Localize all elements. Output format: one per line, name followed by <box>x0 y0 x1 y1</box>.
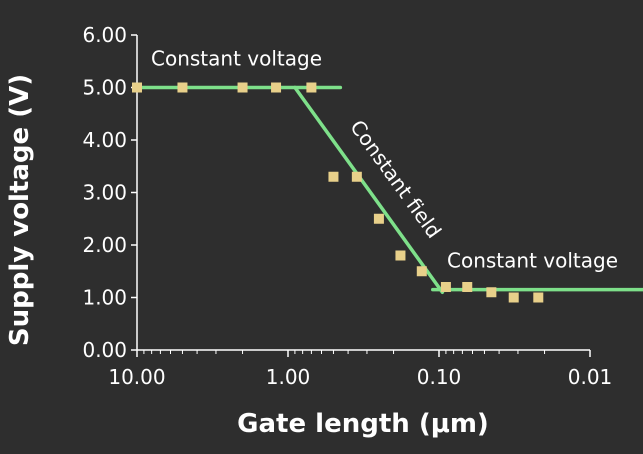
data-point <box>271 82 282 93</box>
data-point <box>486 287 497 298</box>
ticks: 0.00 1.00 2.00 3.00 4.00 5.00 6.00 10.00 1.00 0.1… <box>82 23 612 389</box>
data-point <box>132 82 142 93</box>
data-point <box>237 82 248 93</box>
x-tick-label: 0.01 <box>568 365 613 389</box>
x-tick-label: 1.00 <box>266 365 311 389</box>
data-point <box>351 171 362 182</box>
y-tick-label: 6.00 <box>82 23 127 47</box>
annotation-constant-voltage-top: Constant voltage <box>151 47 322 71</box>
data-point <box>395 250 406 261</box>
x-tick-label: 0.10 <box>417 365 462 389</box>
data-point <box>373 213 384 224</box>
y-tick-label: 3.00 <box>82 181 127 205</box>
x-axis-title: Gate length (μm) <box>237 409 489 439</box>
data-point <box>306 82 317 93</box>
data-point <box>177 82 188 93</box>
y-tick-label: 1.00 <box>82 286 127 310</box>
y-axis-title: Supply voltage (V) <box>5 74 35 346</box>
data-point <box>462 282 473 292</box>
data-point <box>533 292 544 303</box>
x-tick-label: 10.00 <box>108 365 165 389</box>
y-tick-label: 4.00 <box>82 128 127 152</box>
y-tick-label: 0.00 <box>82 338 127 362</box>
data-point <box>416 266 427 277</box>
data-point <box>508 292 519 303</box>
data-point <box>328 171 339 182</box>
annotation-constant-voltage-bottom: Constant voltage <box>447 249 618 273</box>
data-points <box>132 82 544 303</box>
data-point <box>440 282 451 292</box>
axes <box>136 35 590 351</box>
y-tick-label: 2.00 <box>82 233 127 257</box>
y-tick-label: 5.00 <box>82 76 127 100</box>
trend-line <box>293 85 445 294</box>
